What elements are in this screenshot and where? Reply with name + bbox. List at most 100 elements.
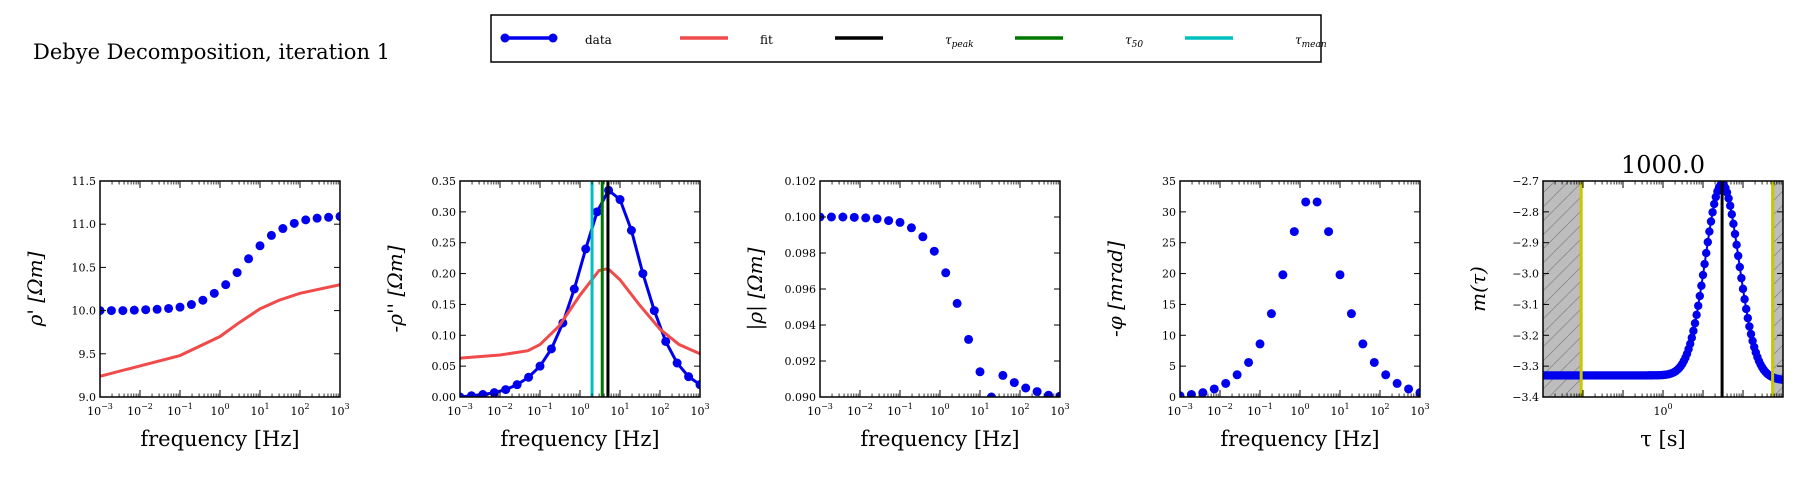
ytick-label: 0.00 — [432, 391, 457, 404]
xtick-exponent: −3 — [821, 402, 833, 411]
data-point — [1729, 219, 1738, 228]
xtick-label: 103 — [330, 402, 349, 418]
plot-area — [1180, 197, 1420, 397]
axes-frame — [99, 180, 341, 398]
xtick-label: 101 — [1330, 402, 1349, 418]
data-point-data — [152, 304, 162, 314]
data-point — [1694, 301, 1703, 310]
ytick-label: 0.35 — [432, 175, 457, 188]
data-point-data — [849, 212, 859, 222]
data-point-data — [1392, 378, 1402, 388]
plot-area — [820, 212, 1060, 397]
data-point-data — [266, 230, 276, 240]
data-point-data — [626, 225, 636, 235]
xtick-label: 10−2 — [127, 402, 153, 418]
ytick-label: −2.7 — [1512, 175, 1539, 188]
xtick-exponent: −2 — [141, 402, 153, 411]
data-point — [1706, 217, 1716, 226]
data-point — [1695, 291, 1705, 301]
xtick-exponent: 3 — [1064, 402, 1069, 411]
plot-area — [1543, 181, 1783, 397]
shaded-region — [1772, 181, 1783, 397]
xtick-label: 101 — [250, 402, 269, 418]
data-point-data — [164, 303, 174, 313]
xlabel: τ [s] — [1640, 427, 1685, 451]
subplot-relaxation_time_distribution: −3.4 −3.3 −3.2 −3.1 −3.0 −2.9 −2.8 −2.7 100 τ [s]… — [1466, 151, 1784, 451]
data-point-data — [998, 370, 1008, 380]
data-point-data — [1266, 309, 1276, 319]
data-point — [1742, 304, 1751, 314]
data-point-data — [221, 280, 231, 290]
ytick-label: 11.0 — [72, 218, 97, 231]
xtick-exponent: 0 — [944, 402, 949, 411]
xtick-exponent: 2 — [664, 402, 669, 411]
xlabel: frequency [Hz] — [500, 427, 659, 451]
data-point-data — [1221, 378, 1231, 388]
data-point — [1687, 333, 1697, 342]
legend-subscript: 50 — [1132, 40, 1144, 50]
data-point-data — [466, 391, 476, 397]
data-point — [1727, 210, 1737, 219]
ylabel: m(τ) — [1466, 266, 1490, 312]
xtick-exponent: 2 — [1384, 402, 1389, 411]
data-point — [1778, 375, 1783, 385]
axes-frame — [1179, 180, 1421, 398]
data-point-data — [884, 216, 894, 226]
legend-marker-start — [500, 33, 510, 43]
xtick-exponent: 1 — [624, 402, 629, 411]
xlabel: frequency [Hz] — [140, 427, 299, 451]
xtick-label: 10−2 — [847, 402, 873, 418]
ytick-label: 10.5 — [72, 261, 97, 274]
data-point-data — [592, 207, 602, 217]
ytick-label: 5 — [1169, 360, 1176, 373]
data-point-data — [278, 224, 288, 234]
xtick-label: 10−1 — [887, 402, 913, 418]
ylabel: -ρ'' [Ωm] — [383, 245, 407, 332]
series-line-fit — [460, 267, 700, 360]
data-point-data — [929, 246, 939, 256]
data-point-data — [1021, 383, 1031, 393]
data-point — [1740, 295, 1749, 304]
legend-marker-end — [548, 33, 558, 43]
data-point-data — [1255, 339, 1265, 349]
xtick-exponent: −2 — [501, 402, 513, 411]
data-point-data — [1244, 357, 1254, 367]
xtick-exponent: 0 — [224, 402, 229, 411]
data-point-data — [460, 392, 465, 397]
data-point-data — [1032, 387, 1042, 397]
legend: data fit τpeak τ50 τmean — [490, 14, 1327, 63]
data-point-data — [661, 336, 671, 346]
axes-title: 1000.0 — [1621, 151, 1705, 179]
ytick-label: 0 — [1169, 391, 1176, 404]
data-point — [1746, 329, 1756, 339]
ytick-label: 0.10 — [432, 329, 457, 342]
data-point-data — [118, 306, 128, 316]
data-point-data — [964, 334, 974, 344]
data-point-data — [1312, 197, 1322, 207]
data-point-data — [569, 284, 579, 294]
xtick-label: 103 — [1050, 402, 1069, 418]
data-point — [1692, 310, 1701, 320]
data-point-data — [244, 254, 254, 264]
xtick-label: 10−2 — [487, 402, 513, 418]
data-point-data — [1358, 339, 1368, 349]
data-point-data — [1055, 391, 1060, 397]
data-point-data — [941, 268, 951, 278]
ylabel: -φ [mrad] — [1103, 241, 1127, 337]
data-point — [1734, 251, 1743, 261]
ytick-label: 25 — [1162, 237, 1176, 250]
plot-area — [460, 181, 700, 397]
ytick-label: 0.094 — [785, 319, 817, 332]
data-point-data — [301, 215, 311, 225]
data-point-data — [198, 295, 208, 305]
ytick-label: 0.096 — [785, 283, 817, 296]
data-point — [1743, 313, 1753, 323]
ytick-label: −3.0 — [1512, 268, 1539, 281]
ytick-label: −2.8 — [1512, 206, 1539, 219]
data-point-data — [175, 302, 185, 312]
xtick-exponent: −2 — [861, 402, 873, 411]
ytick-label: 35 — [1162, 175, 1176, 188]
